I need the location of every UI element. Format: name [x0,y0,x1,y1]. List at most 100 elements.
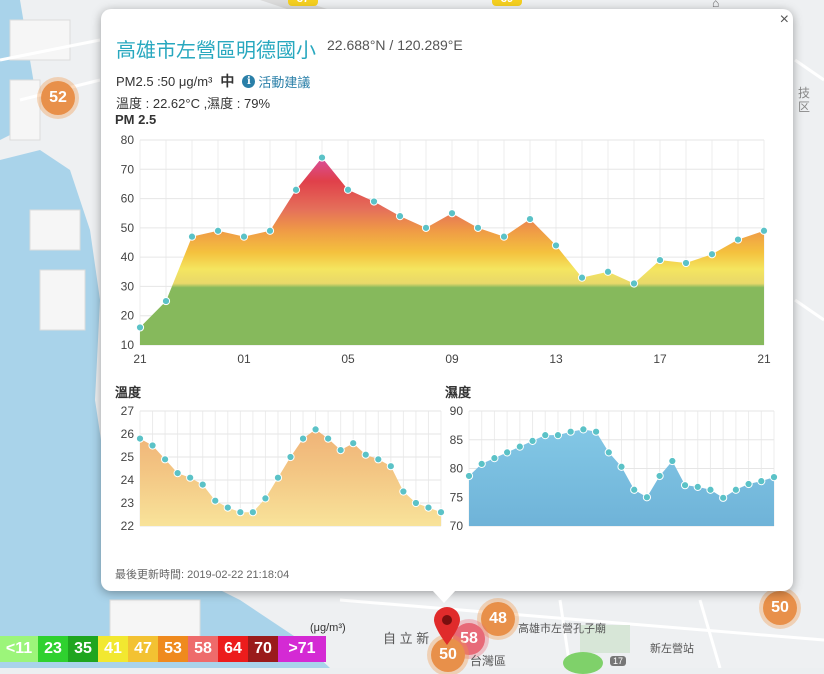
legend-swatch: 70 [248,636,278,662]
activity-advice-link[interactable]: i 活動建議 [242,72,310,91]
y-tick-label: 80 [450,462,464,476]
data-point [655,471,664,481]
y-tick-label: 60 [121,192,135,206]
data-point [135,323,145,332]
aqi-marker[interactable]: 50 [431,638,465,672]
data-point [642,493,652,502]
activity-advice-label: 活動建議 [258,74,311,90]
y-tick-label: 85 [450,433,464,447]
data-point [668,456,677,466]
y-tick-label: 24 [121,473,135,487]
data-point [273,473,283,482]
data-point [411,498,421,508]
data-point [161,296,171,306]
data-point [324,434,333,443]
data-point [211,496,220,505]
aqi-marker[interactable]: 39 [492,0,522,6]
temperature-chart-title: 溫度 [115,385,142,400]
data-point [464,471,474,481]
map-place-label: 台灣區 [470,654,507,668]
data-point [265,226,275,235]
data-point [236,508,245,517]
data-point [591,427,601,436]
data-point [374,455,383,464]
area-series [469,429,774,526]
data-point [239,232,249,241]
data-point [707,250,717,259]
humidity-chart: 70 75 80 85 90 [450,404,779,533]
legend-swatch: 64 [218,636,248,662]
y-tick-label: 75 [450,490,464,504]
data-point [630,485,639,494]
data-point [551,241,561,250]
data-point [603,267,613,276]
legend-swatch: 47 [128,636,158,662]
data-point [298,434,308,443]
pm25-reading-row: PM2.5 :50 μg/m³ 中 i 活動建議 [116,71,310,91]
x-tick-label: 21 [757,352,771,366]
x-tick-label: 01 [237,352,251,366]
pm25-chart-title: PM 2.5 [115,112,157,127]
aqi-marker[interactable]: 52 [41,81,75,115]
pm25-level: 中 [220,73,235,89]
data-point [757,477,766,486]
x-tick-label: 21 [133,352,147,366]
aqi-legend: <11 23 35 41 47 53 58 64 70 >71 [0,636,326,662]
pm25-chart: 10 20 30 40 50 60 70 80 21 01 05 09 13 17 21 [121,133,771,366]
road-badge: 17 [610,656,627,666]
y-tick-label: 23 [121,496,135,510]
data-point [528,436,537,446]
data-point [186,473,195,482]
data-point [399,487,408,496]
humidity-chart-title: 濕度 [445,385,472,400]
x-tick-label: 13 [549,352,563,366]
data-point [248,508,257,517]
temperature-chart: 22 23 24 25 26 27 [121,404,446,533]
popup-pointer [432,590,456,603]
legend-swatch: <11 [0,636,38,662]
legend-swatch: 53 [158,636,188,662]
map-pin-icon[interactable]: ⌂ [712,0,720,10]
area-series [140,157,764,345]
data-point [553,431,563,440]
info-icon: i [242,74,256,88]
y-tick-label: 10 [121,338,135,352]
map-place-label: 新左營站 [650,643,694,655]
data-point [759,226,769,235]
data-point [473,223,483,232]
station-pin-icon[interactable] [432,606,462,646]
data-point [436,508,446,517]
aqi-marker[interactable]: 48 [481,602,515,636]
data-point [579,425,588,434]
data-point [577,273,587,282]
y-tick-label: 27 [121,404,135,418]
data-point [223,503,232,512]
legend-swatch: 41 [98,636,128,662]
data-point [719,493,728,502]
data-point [291,185,301,194]
y-tick-label: 90 [450,404,464,418]
data-point [503,448,512,457]
close-button[interactable]: × [779,11,789,28]
x-tick-label: 09 [445,352,459,366]
aqi-marker[interactable]: 50 [763,591,797,625]
aqi-marker[interactable]: 37 [288,0,318,6]
data-point [731,485,740,494]
data-point [744,479,753,489]
data-point [477,459,486,469]
data-point [733,235,743,244]
legend-swatch: 35 [68,636,98,662]
data-point [655,255,665,265]
last-updated: 最後更新時間: 2019-02-22 21:18:04 [115,569,290,581]
weather-reading: 溫度 : 22.62°C ,濕度 : 79% [116,96,271,111]
data-point [317,153,327,162]
data-point [515,442,524,451]
map-place-label: 区 [798,100,811,114]
legend-swatch: >71 [278,636,326,662]
data-point [681,258,691,268]
station-popup: × 高雄市左營區明德國小 22.688°N / 120.289°E PM2.5 … [101,9,793,591]
station-name[interactable]: 高雄市左營區明德國小 [116,40,316,62]
data-point [421,223,431,232]
y-tick-label: 50 [121,221,135,235]
data-point [311,425,320,434]
